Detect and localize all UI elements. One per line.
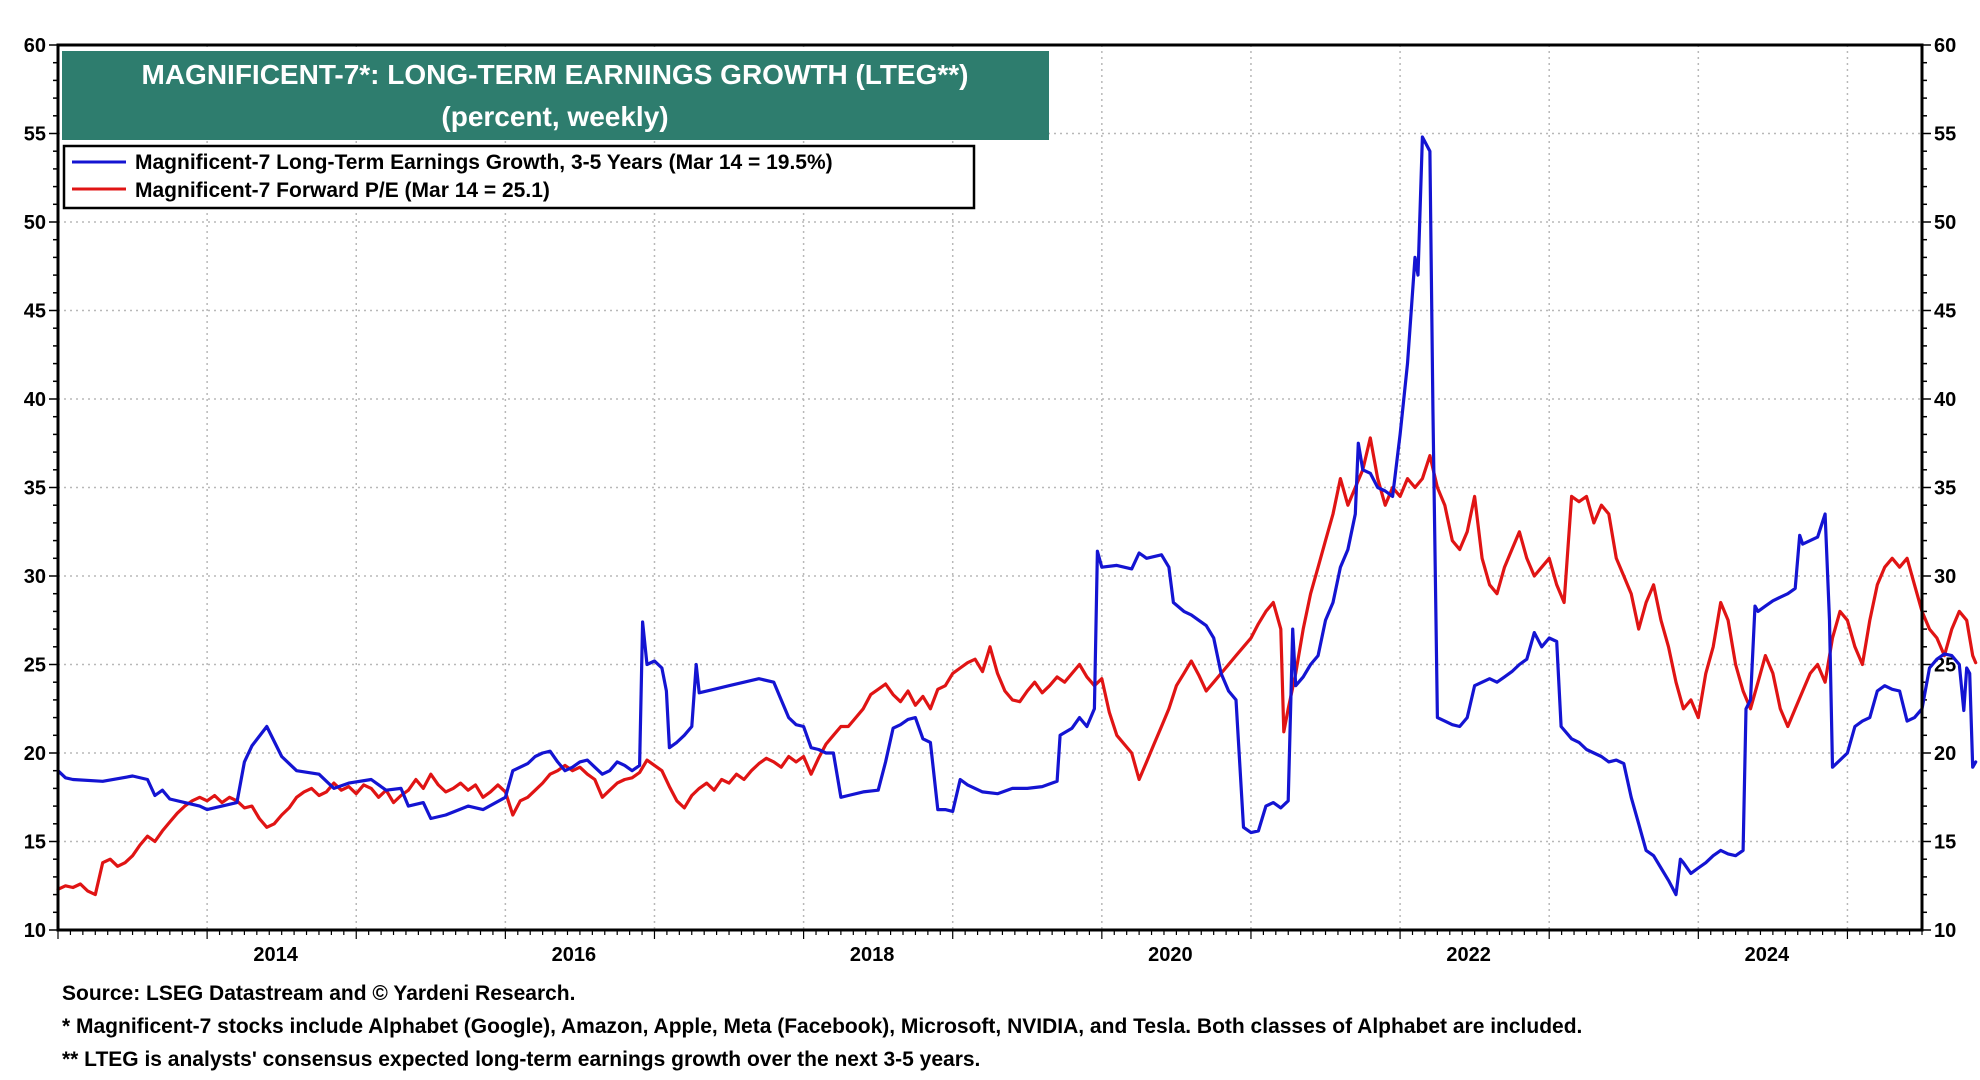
chart-subtitle: (percent, weekly) bbox=[441, 101, 668, 132]
x-tick-label: 2022 bbox=[1446, 944, 1491, 966]
series-line-forward-pe bbox=[56, 436, 1978, 897]
y-tick-label-left: 25 bbox=[24, 655, 46, 677]
x-tick-label: 2014 bbox=[253, 944, 298, 966]
legend-label-pe: Magnificent-7 Forward P/E (Mar 14 = 25.1… bbox=[135, 179, 550, 202]
x-tick-label: 2018 bbox=[850, 944, 895, 966]
legend-label-lteg: Magnificent-7 Long-Term Earnings Growth,… bbox=[135, 151, 833, 174]
series-line-lteg bbox=[56, 135, 1978, 897]
y-tick-label-left: 55 bbox=[24, 124, 46, 146]
y-tick-label-left: 35 bbox=[24, 478, 46, 500]
y-axis-right-labels: 10 15 20 25 30 35 40 45 50 55 60 bbox=[1934, 35, 1956, 942]
title-background bbox=[62, 51, 1049, 140]
y-tick-label-left: 15 bbox=[24, 832, 46, 854]
series-layer bbox=[56, 135, 1978, 897]
y-tick-label-left: 50 bbox=[24, 212, 46, 234]
footnote-constituents: * Magnificent-7 stocks include Alphabet … bbox=[62, 1015, 1583, 1038]
y-tick-label-right: 15 bbox=[1934, 832, 1956, 854]
x-tick-label: 2024 bbox=[1745, 944, 1790, 966]
y-tick-label-left: 45 bbox=[24, 301, 46, 323]
y-tick-label-right: 25 bbox=[1934, 655, 1956, 677]
y-tick-label-left: 20 bbox=[24, 743, 46, 765]
legend: Magnificent-7 Long-Term Earnings Growth,… bbox=[62, 144, 976, 210]
y-tick-label-right: 35 bbox=[1934, 478, 1956, 500]
y-tick-label-left: 40 bbox=[24, 389, 46, 411]
x-tick-label: 2016 bbox=[552, 944, 597, 966]
legend-box bbox=[62, 144, 976, 210]
footnote-lteg-definition: ** LTEG is analysts' consensus expected … bbox=[62, 1048, 981, 1071]
source-note: Source: LSEG Datastream and © Yardeni Re… bbox=[62, 982, 576, 1005]
y-tick-label-left: 60 bbox=[24, 35, 46, 57]
y-tick-label-right: 30 bbox=[1934, 566, 1956, 588]
y-tick-label-right: 50 bbox=[1934, 212, 1956, 234]
y-tick-label-right: 45 bbox=[1934, 301, 1956, 323]
y-tick-label-left: 30 bbox=[24, 566, 46, 588]
y-tick-label-right: 40 bbox=[1934, 389, 1956, 411]
y-tick-label-right: 55 bbox=[1934, 124, 1956, 146]
y-tick-label-left: 10 bbox=[24, 920, 46, 942]
y-tick-label-right: 10 bbox=[1934, 920, 1956, 942]
x-axis-labels: 2014 2016 2018 2020 2022 2024 bbox=[253, 944, 1790, 966]
x-tick-label: 2020 bbox=[1148, 944, 1193, 966]
y-tick-label-right: 20 bbox=[1934, 743, 1956, 765]
chart-title: MAGNIFICENT-7*: LONG-TERM EARNINGS GROWT… bbox=[142, 59, 969, 90]
plot-frame bbox=[56, 43, 1924, 932]
y-tick-label-right: 60 bbox=[1934, 35, 1956, 57]
title-box: MAGNIFICENT-7*: LONG-TERM EARNINGS GROWT… bbox=[62, 51, 1049, 140]
y-axis-left-labels: 10 15 20 25 30 35 40 45 50 55 60 bbox=[24, 35, 46, 942]
